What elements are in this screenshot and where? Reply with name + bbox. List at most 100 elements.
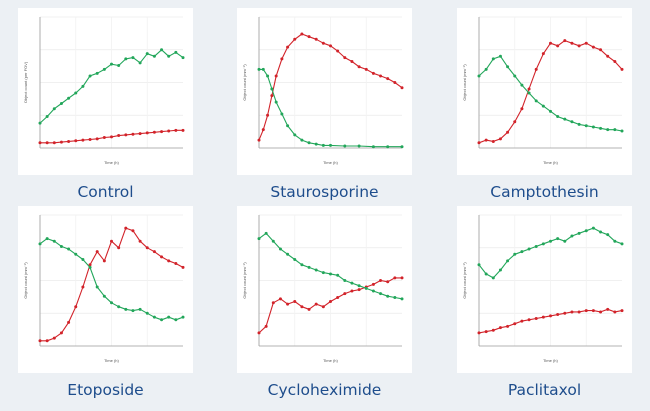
data-point-green <box>131 309 135 313</box>
data-point-red <box>174 261 178 265</box>
data-point-green <box>88 74 92 78</box>
data-point-red <box>274 74 278 78</box>
data-point-green <box>278 247 282 251</box>
y-axis-label: Object count (mm⁻²) <box>462 262 467 299</box>
data-point-red <box>506 130 510 134</box>
data-point-green <box>591 125 595 129</box>
data-point-red <box>145 131 149 135</box>
data-point-red <box>38 141 42 145</box>
data-point-green <box>484 272 488 276</box>
data-point-red <box>364 67 368 71</box>
data-point-red <box>52 141 56 145</box>
data-point-red <box>336 49 340 53</box>
data-point-green <box>266 74 270 78</box>
data-point-red <box>131 132 135 136</box>
data-point-red <box>124 133 128 137</box>
data-point-red <box>181 128 185 132</box>
data-point-red <box>261 128 265 132</box>
data-point-red <box>541 315 545 319</box>
chart-caption-camptothesin: Camptothesin <box>490 183 599 201</box>
data-point-green <box>257 237 261 241</box>
data-point-red <box>484 138 488 142</box>
chart-caption-cycloheximide: Cycloheximide <box>267 381 382 399</box>
data-point-red <box>379 279 383 282</box>
data-point-red <box>549 314 552 318</box>
data-point-red <box>491 139 495 143</box>
data-point-red <box>591 45 595 49</box>
data-point-red <box>599 310 603 314</box>
data-point-red <box>393 81 397 84</box>
data-point-green <box>181 315 185 319</box>
data-point-green <box>110 62 113 66</box>
data-point-green <box>117 305 121 309</box>
data-point-red <box>102 136 106 140</box>
data-point-red <box>584 309 588 313</box>
data-point-green <box>300 138 304 142</box>
data-point-green <box>563 117 567 121</box>
data-point-green <box>563 239 567 243</box>
data-point-green <box>167 315 171 319</box>
data-point-green <box>286 252 290 256</box>
data-point-red <box>314 302 318 306</box>
chart-caption-control: Control <box>77 183 134 201</box>
data-point-green <box>498 54 502 58</box>
data-point-green <box>606 128 610 132</box>
data-point-red <box>95 137 99 141</box>
chart-card: Time (h) Object count (mm⁻²) <box>18 206 193 373</box>
data-point-red <box>181 265 185 269</box>
x-axis-label: Time (h) <box>323 358 338 363</box>
data-point-green <box>307 265 311 269</box>
data-point-red <box>117 134 121 138</box>
data-point-green <box>174 318 178 322</box>
data-point-red <box>371 282 375 286</box>
data-point-green <box>393 296 397 300</box>
y-axis-label: Object count (mm⁻²) <box>242 262 247 299</box>
data-point-green <box>280 112 284 116</box>
data-point-red <box>577 310 581 314</box>
data-point-green <box>67 96 71 100</box>
data-point-red <box>549 41 552 45</box>
data-point-green <box>520 83 524 87</box>
data-point-red <box>400 276 404 280</box>
data-point-red <box>81 285 85 289</box>
data-point-red <box>67 139 71 143</box>
data-point-green <box>95 71 99 75</box>
chart-camptothesin: Time (h) Object count (mm⁻²) <box>462 16 624 165</box>
data-point-red <box>613 60 617 64</box>
data-point-red <box>329 299 332 303</box>
data-point-green <box>167 54 171 58</box>
data-point-green <box>379 292 383 296</box>
data-point-green <box>81 258 85 262</box>
data-point-red <box>541 52 545 56</box>
data-point-red <box>138 239 142 243</box>
data-point-green <box>371 145 375 149</box>
data-point-green <box>498 268 502 272</box>
data-point-green <box>371 289 375 293</box>
data-point-red <box>620 67 624 71</box>
chart-card: Time (h) Object count (mm⁻²) <box>457 206 632 373</box>
data-point-green <box>45 115 49 119</box>
data-point-red <box>570 41 574 45</box>
data-point-red <box>321 41 325 45</box>
data-point-green <box>549 239 552 243</box>
data-point-green <box>271 239 275 243</box>
data-point-green <box>527 91 531 95</box>
data-point-red <box>52 336 56 340</box>
data-point-green <box>343 279 347 282</box>
data-point-red <box>59 140 63 144</box>
data-point-green <box>591 226 595 230</box>
data-point-green <box>613 128 617 132</box>
y-axis-label: Object count (mm⁻²) <box>242 64 247 101</box>
data-point-red <box>102 259 106 263</box>
data-point-red <box>527 87 531 91</box>
x-axis-label: Time (h) <box>104 358 119 363</box>
data-point-red <box>45 141 49 145</box>
data-point-red <box>357 288 361 292</box>
y-axis-label: Object count (mm⁻²) <box>23 262 28 299</box>
data-point-green <box>52 107 56 111</box>
data-point-green <box>606 233 610 237</box>
chart-card: Time (h) Object count (mm⁻²) <box>457 8 632 175</box>
data-point-green <box>386 294 390 298</box>
data-point-green <box>152 54 156 58</box>
data-point-red <box>620 309 624 313</box>
